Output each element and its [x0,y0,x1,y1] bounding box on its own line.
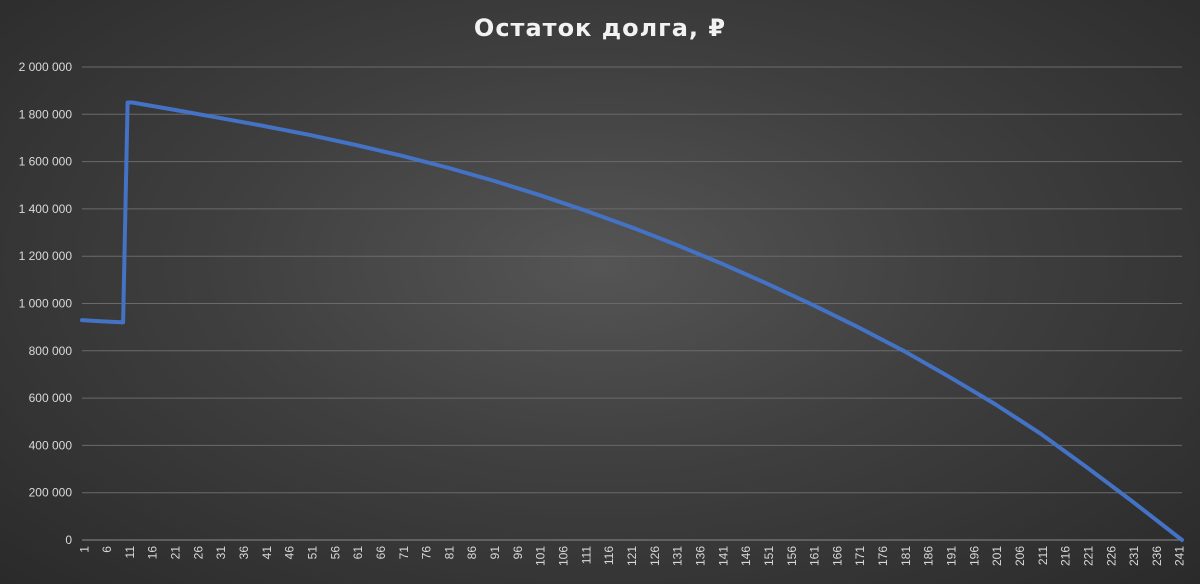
x-tick-label: 231 [1127,546,1141,566]
y-tick-label: 1 600 000 [19,155,73,169]
x-tick-label: 211 [1036,546,1050,565]
x-tick-label: 31 [214,546,228,560]
y-tick-label: 800 000 [29,344,73,358]
x-tick-label: 146 [739,546,753,566]
x-tick-label: 216 [1059,546,1073,566]
x-tick-label: 21 [169,546,183,560]
x-tick-label: 141 [716,546,730,566]
x-tick-label: 196 [967,546,981,566]
x-tick-label: 16 [146,546,160,560]
x-tick-label: 26 [191,546,205,560]
x-tick-label: 181 [899,546,913,566]
x-tick-label: 131 [671,546,685,566]
series-line [80,100,1184,542]
x-tick-label: 71 [397,546,411,560]
x-tick-label: 111 [579,546,593,565]
y-tick-label: 1 200 000 [19,249,73,263]
x-tick-label: 161 [808,546,822,566]
x-tick-label: 151 [762,546,776,566]
x-tick-label: 136 [693,546,707,566]
x-tick-label: 121 [625,546,639,566]
y-tick-label: 2 000 000 [19,60,73,74]
x-tick-label: 236 [1150,546,1164,566]
y-tick-label: 0 [65,533,72,547]
x-axis-ticks: 1 6 11 16 21 26 31 36 41 46 51 56 61 66 71 76 81 86 91 96 10… [77,546,1186,566]
x-tick-label: 101 [534,546,548,566]
chart-title: Остаток долга, ₽ [473,14,727,42]
x-tick-label: 171 [853,546,867,566]
x-tick-label: 191 [945,546,959,566]
series-layer [80,100,1184,542]
y-tick-label: 1 000 000 [19,297,73,311]
x-tick-label: 166 [830,546,844,566]
y-tick-label: 1 800 000 [19,107,73,121]
y-tick-label: 1 400 000 [19,202,73,216]
x-tick-label: 66 [374,546,388,560]
x-tick-label: 46 [283,546,297,560]
x-tick-label: 76 [420,546,434,560]
x-tick-label: 1 [77,546,91,553]
y-tick-label: 200 000 [29,486,73,500]
x-tick-label: 41 [260,546,274,560]
x-tick-label: 56 [328,546,342,560]
x-tick-label: 106 [557,546,571,566]
x-tick-label: 226 [1104,546,1118,566]
x-tick-label: 186 [922,546,936,566]
x-tick-label: 206 [1013,546,1027,566]
x-tick-label: 156 [785,546,799,566]
x-tick-label: 96 [511,546,525,560]
x-tick-label: 241 [1173,546,1187,566]
x-tick-label: 6 [100,546,114,553]
x-tick-label: 221 [1081,546,1095,566]
y-tick-label: 400 000 [29,438,73,452]
x-tick-label: 86 [465,546,479,560]
x-tick-label: 61 [351,546,365,560]
x-tick-label: 36 [237,546,251,560]
x-tick-label: 81 [442,546,456,560]
x-tick-label: 116 [602,546,616,565]
gridlines [82,66,1182,541]
y-axis-ticks: 0 200 000 400 000 600 000 800 000 1 000 000 1 … [19,60,73,547]
x-tick-label: 201 [990,546,1004,566]
y-tick-label: 600 000 [29,391,73,405]
x-tick-label: 91 [488,546,502,560]
x-tick-label: 126 [648,546,662,566]
x-tick-label: 11 [123,546,137,559]
x-tick-label: 176 [876,546,890,566]
x-tick-label: 51 [305,546,319,560]
